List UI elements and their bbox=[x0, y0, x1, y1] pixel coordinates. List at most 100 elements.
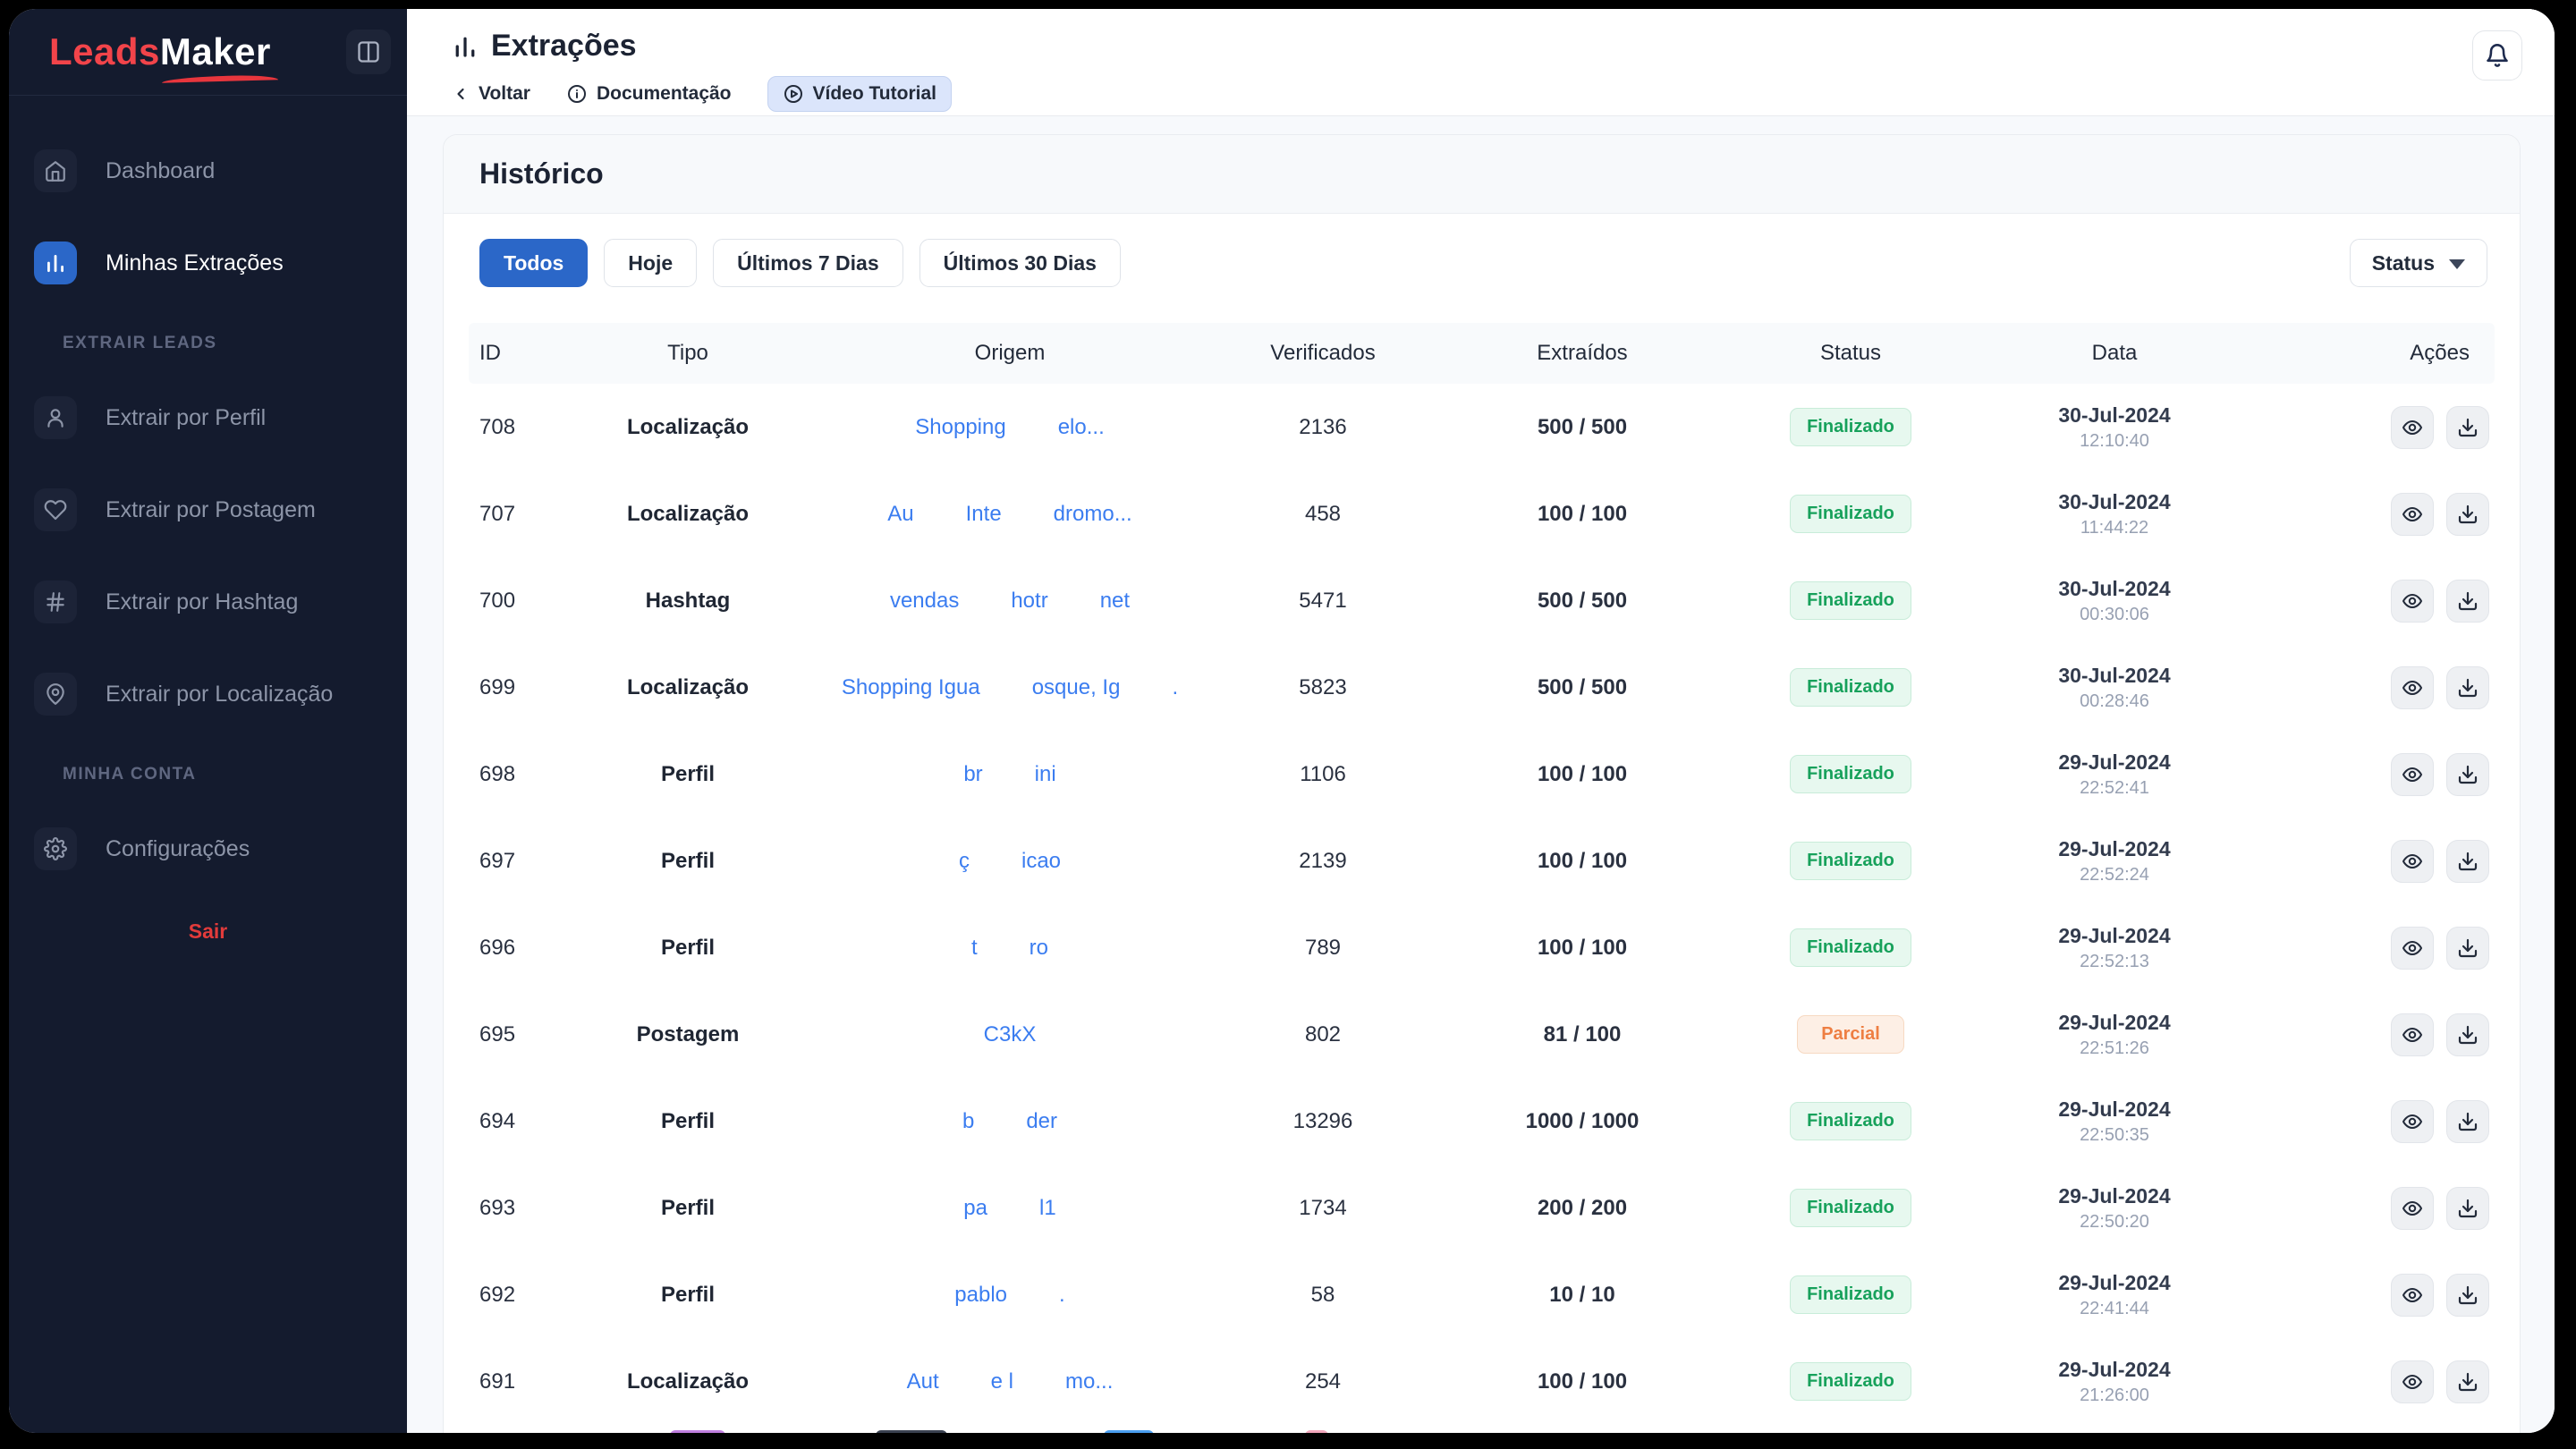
sidebar-collapse-button[interactable] bbox=[346, 30, 391, 74]
extractions-table: ID Tipo Origem Verificados Extraídos Sta… bbox=[444, 323, 2520, 1433]
origem-link-fragment[interactable]: . bbox=[1172, 675, 1178, 700]
view-button[interactable] bbox=[2391, 753, 2434, 796]
view-button[interactable] bbox=[2391, 406, 2434, 449]
download-button[interactable] bbox=[2446, 666, 2489, 709]
date-text: 30-Jul-2024 bbox=[1971, 490, 2258, 514]
view-button[interactable] bbox=[2391, 580, 2434, 623]
sidebar: LeadsMaker Dashboard Minhas Extrações bbox=[9, 9, 407, 1433]
origem-link-fragment[interactable]: t bbox=[971, 936, 978, 961]
cell-tipo: Perfil bbox=[567, 849, 809, 874]
view-button[interactable] bbox=[2391, 1013, 2434, 1056]
cell-verificados: 2139 bbox=[1211, 849, 1435, 874]
cell-status: Finalizado bbox=[1730, 928, 1971, 967]
origem-link-fragment[interactable]: Shopping bbox=[915, 415, 1005, 440]
origem-link-fragment[interactable]: net bbox=[1100, 589, 1130, 614]
download-button[interactable] bbox=[2446, 580, 2489, 623]
origem-link-fragment[interactable]: vendas bbox=[890, 589, 959, 614]
origem-link-fragment[interactable]: Shopping Igua bbox=[842, 675, 980, 700]
view-button[interactable] bbox=[2391, 1360, 2434, 1403]
sidebar-item-extrair-postagem[interactable]: Extrair por Postagem bbox=[34, 488, 382, 531]
download-button[interactable] bbox=[2446, 1274, 2489, 1317]
view-button[interactable] bbox=[2391, 1274, 2434, 1317]
origem-link-fragment[interactable]: ç bbox=[959, 849, 970, 874]
origem-link-fragment[interactable]: l1 bbox=[1039, 1196, 1056, 1221]
origem-link-fragment[interactable]: icao bbox=[1021, 849, 1061, 874]
view-button[interactable] bbox=[2391, 493, 2434, 536]
origem-link-fragment[interactable]: osque, Ig bbox=[1032, 675, 1121, 700]
view-button[interactable] bbox=[2391, 840, 2434, 883]
filter-bar: Todos Hoje Últimos 7 Dias Últimos 30 Dia… bbox=[444, 214, 2520, 323]
sidebar-item-extrair-hashtag[interactable]: Extrair por Hashtag bbox=[34, 580, 382, 623]
bell-icon bbox=[2485, 43, 2510, 68]
download-icon bbox=[2457, 1024, 2479, 1046]
cell-extraidos: 100 / 100 bbox=[1435, 762, 1730, 787]
origem-link-fragment[interactable]: der bbox=[1026, 1109, 1057, 1134]
documentation-link[interactable]: Documentação bbox=[566, 83, 732, 105]
origem-link-fragment[interactable]: pablo bbox=[954, 1283, 1007, 1308]
card-title: Histórico bbox=[479, 157, 604, 191]
view-button[interactable] bbox=[2391, 1100, 2434, 1143]
back-button[interactable]: Voltar bbox=[452, 83, 530, 105]
download-button[interactable] bbox=[2446, 753, 2489, 796]
view-button[interactable] bbox=[2391, 927, 2434, 970]
video-tutorial-button[interactable]: Vídeo Tutorial bbox=[767, 76, 952, 112]
cell-extraidos: 81 / 100 bbox=[1435, 1022, 1730, 1047]
page-header: Extrações Voltar Documentação bbox=[407, 9, 2555, 116]
origem-link-fragment[interactable]: . bbox=[1059, 1283, 1065, 1308]
sidebar-item-dashboard[interactable]: Dashboard bbox=[34, 149, 382, 192]
download-icon bbox=[2457, 504, 2479, 525]
eye-icon bbox=[2402, 1198, 2423, 1219]
filter-ultimos-7-dias[interactable]: Últimos 7 Dias bbox=[713, 239, 903, 287]
sidebar-item-configuracoes[interactable]: Configurações bbox=[34, 827, 382, 870]
notifications-button[interactable] bbox=[2472, 30, 2522, 80]
table-row: 691 Localização Aute lmo... 254 100 / 10… bbox=[469, 1338, 2495, 1425]
eye-icon bbox=[2402, 590, 2423, 612]
cell-status: Finalizado bbox=[1730, 1362, 1971, 1401]
cell-data: 29-Jul-2024 22:51:26 bbox=[1971, 1011, 2258, 1059]
cell-status: Finalizado bbox=[1730, 408, 1971, 446]
download-button[interactable] bbox=[2446, 927, 2489, 970]
origem-link-fragment[interactable]: Inte bbox=[966, 502, 1002, 527]
download-button[interactable] bbox=[2446, 406, 2489, 449]
logout-button[interactable]: Sair bbox=[34, 919, 382, 944]
origem-link-fragment[interactable]: elo... bbox=[1058, 415, 1105, 440]
sidebar-item-extrair-perfil[interactable]: Extrair por Perfil bbox=[34, 396, 382, 439]
bar-chart-icon bbox=[34, 242, 77, 284]
download-button[interactable] bbox=[2446, 1013, 2489, 1056]
partial-cell-blob bbox=[1104, 1430, 1154, 1433]
origem-link-fragment[interactable]: Aut bbox=[907, 1369, 939, 1394]
filter-hoje[interactable]: Hoje bbox=[604, 239, 697, 287]
filter-todos[interactable]: Todos bbox=[479, 239, 588, 287]
origem-link-fragment[interactable]: e l bbox=[991, 1369, 1013, 1394]
download-button[interactable] bbox=[2446, 1187, 2489, 1230]
download-button[interactable] bbox=[2446, 1100, 2489, 1143]
origem-link-fragment[interactable]: pa bbox=[963, 1196, 987, 1221]
download-button[interactable] bbox=[2446, 840, 2489, 883]
time-text: 00:30:06 bbox=[1971, 605, 2258, 625]
download-button[interactable] bbox=[2446, 493, 2489, 536]
download-button[interactable] bbox=[2446, 1360, 2489, 1403]
view-button[interactable] bbox=[2391, 666, 2434, 709]
status-filter-dropdown[interactable]: Status bbox=[2350, 239, 2487, 287]
cell-extraidos: 500 / 500 bbox=[1435, 415, 1730, 440]
status-badge: Finalizado bbox=[1790, 755, 1911, 793]
origem-link-fragment[interactable]: hotr bbox=[1011, 589, 1047, 614]
cell-data: 29-Jul-2024 22:50:20 bbox=[1971, 1184, 2258, 1233]
cell-verificados: 458 bbox=[1211, 502, 1435, 527]
view-button[interactable] bbox=[2391, 1187, 2434, 1230]
origem-link-fragment[interactable]: br bbox=[963, 762, 982, 787]
origem-link-fragment[interactable]: dromo... bbox=[1054, 502, 1132, 527]
origem-link-fragment[interactable]: ro bbox=[1030, 936, 1048, 961]
origem-link-fragment[interactable]: ini bbox=[1035, 762, 1056, 787]
sidebar-item-minhas-extracoes[interactable]: Minhas Extrações bbox=[34, 242, 382, 284]
sidebar-item-extrair-localizacao[interactable]: Extrair por Localização bbox=[34, 673, 382, 716]
origem-link-fragment[interactable]: b bbox=[962, 1109, 974, 1134]
filter-ultimos-30-dias[interactable]: Últimos 30 Dias bbox=[919, 239, 1121, 287]
cell-data: 30-Jul-2024 00:30:06 bbox=[1971, 577, 2258, 625]
status-badge: Finalizado bbox=[1790, 1102, 1911, 1140]
home-icon bbox=[34, 149, 77, 192]
origem-link-fragment[interactable]: mo... bbox=[1065, 1369, 1113, 1394]
origem-link-fragment[interactable]: C3kX bbox=[984, 1022, 1037, 1047]
origem-link-fragment[interactable]: Au bbox=[887, 502, 913, 527]
status-badge: Finalizado bbox=[1790, 928, 1911, 967]
